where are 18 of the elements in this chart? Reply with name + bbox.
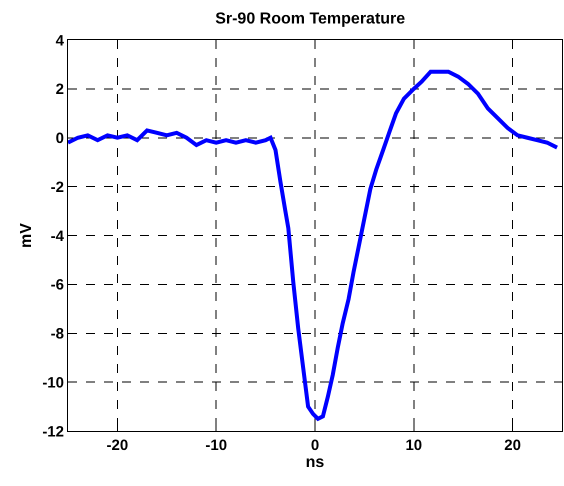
line-series bbox=[68, 70, 560, 421]
x-tick-label: -10 bbox=[205, 437, 228, 454]
x-tick-label: 10 bbox=[405, 437, 422, 454]
y-tick-label: -2 bbox=[50, 178, 64, 196]
y-tick-label: -4 bbox=[50, 228, 65, 245]
y-tick-label: 2 bbox=[56, 81, 64, 98]
y-tick-label: -10 bbox=[42, 374, 64, 392]
y-tick-label: -8 bbox=[50, 326, 64, 342]
y-tick-label: 0 bbox=[56, 130, 64, 147]
chart-title: Sr-90 Room Temperature bbox=[215, 10, 406, 28]
y-tick-label: -12 bbox=[42, 423, 64, 440]
x-tick-label: 20 bbox=[504, 437, 521, 454]
x-tick-label: -20 bbox=[106, 437, 128, 454]
y-tick-label: 4 bbox=[56, 32, 65, 50]
y-axis-title: mV bbox=[18, 222, 36, 248]
y-tick-label: -6 bbox=[50, 276, 64, 294]
x-axis-title: ns bbox=[306, 454, 324, 471]
x-tick-label: 0 bbox=[310, 437, 320, 454]
